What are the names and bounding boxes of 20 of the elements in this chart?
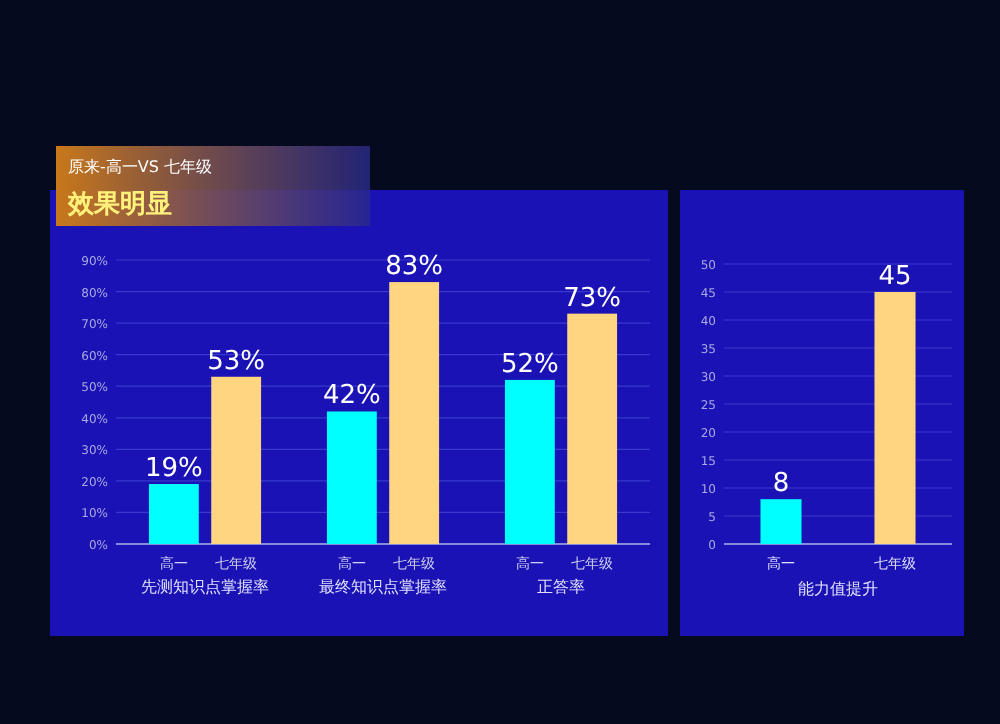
data-label: 53% (207, 346, 266, 377)
x-axis-title: 能力值提升 (798, 580, 878, 598)
bar (211, 376, 262, 544)
chart-subtitle: 原来-高一VS 七年级 (68, 158, 212, 176)
bar (567, 313, 618, 544)
x-tick-label: 正答率 (537, 578, 585, 596)
bar (148, 484, 199, 544)
bar (389, 282, 440, 544)
bar (504, 379, 555, 544)
data-label: 19% (144, 454, 203, 485)
data-label: 83% (385, 252, 444, 283)
x-tick-label: 最终知识点掌握率 (319, 578, 447, 596)
data-label: 52% (500, 349, 559, 380)
data-label: 73% (563, 283, 622, 314)
data-label: 42% (322, 381, 381, 412)
data-label: 45 (878, 262, 912, 292)
data-label: 8 (772, 469, 790, 500)
bar (326, 411, 377, 544)
x-tick-label: 先测知识点掌握率 (141, 578, 269, 596)
chart-title: 效果明显 (66, 190, 172, 220)
